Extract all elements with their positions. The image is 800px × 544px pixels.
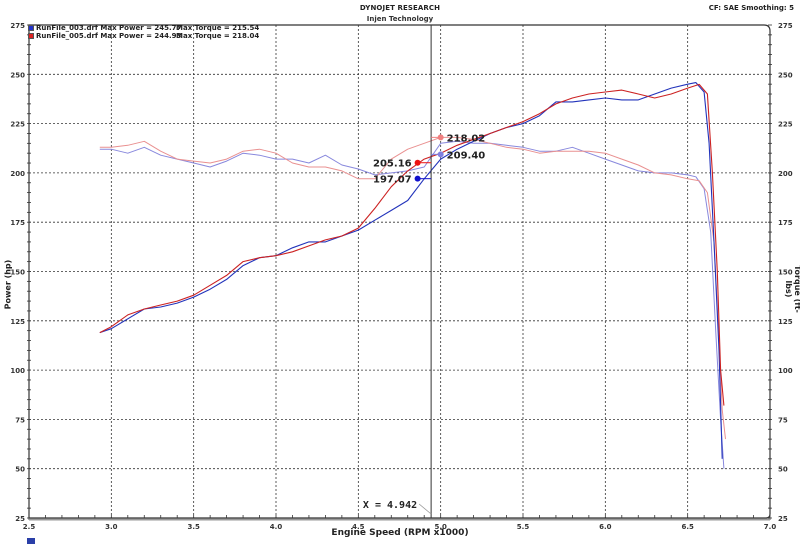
x-axis-title: Engine Speed (RPM x1000) (331, 528, 469, 538)
cursor-value-label: X = 4.942 (363, 500, 417, 511)
y-tick-label-left: 125 (10, 318, 25, 326)
correction-settings: CF: SAE Smoothing: 5 (708, 4, 794, 12)
legend-torque-label: Max Torque = 215.54 (176, 24, 260, 32)
x-tick-label: 7.0 (764, 523, 777, 531)
legend-torque-label: Max Torque = 218.04 (176, 32, 260, 40)
marker-value-label: 197.07 (373, 175, 412, 186)
x-tick-label: 5.0 (434, 523, 447, 531)
curve-runfile-003-drf-torque (99, 140, 725, 469)
y-tick-label-right: 150 (778, 269, 793, 277)
y-tick-label-right: 250 (778, 71, 793, 79)
y-tick-label-right: 25 (778, 515, 788, 523)
x-cursor[interactable]: X = 4.942 (363, 25, 432, 518)
plot-frame (28, 24, 771, 521)
legend-swatch-icon (28, 33, 34, 39)
marker-dot-icon (437, 151, 444, 158)
x-tick-label: 2.5 (23, 523, 36, 531)
y-tick-label-left: 75 (15, 416, 25, 424)
legend: RunFile_003.drf Max Power = 245.77 Max T… (28, 24, 259, 40)
x-tick-label: 6.5 (681, 523, 694, 531)
x-tick-label: 5.5 (517, 523, 530, 531)
marker-value-label: 218.02 (447, 133, 486, 144)
grid-lines (29, 25, 770, 518)
y-tick-label-right: 225 (778, 121, 793, 129)
marker-dot-icon (437, 134, 444, 141)
y-tick-label-right: 200 (778, 170, 793, 178)
y-tick-label-left: 225 (10, 121, 25, 129)
plot-border (28, 24, 771, 519)
y-tick-label-left: 175 (10, 219, 25, 227)
y-tick-label-right: 125 (778, 318, 793, 326)
legend-file-label: RunFile_003.drf Max Power = 245.77 (36, 24, 182, 32)
legend-file-label: RunFile_005.drf Max Power = 244.93 (36, 32, 182, 40)
marker-value-label: 209.40 (447, 150, 486, 161)
legend-item-run-005[interactable]: RunFile_005.drf Max Power = 244.93 Max T… (28, 32, 259, 40)
chart-title: DYNOJET RESEARCH (359, 4, 441, 12)
y-tick-label-right: 75 (778, 416, 788, 424)
y-tick-label-left: 200 (10, 170, 25, 178)
y-tick-label-right: 50 (778, 466, 788, 474)
y-tick-label-right: 175 (778, 219, 793, 227)
y-tick-label-left: 25 (15, 515, 25, 523)
x-tick-label: 4.0 (270, 523, 283, 531)
marker-dot-icon (414, 159, 421, 166)
curve-runfile-003-drf-power (99, 82, 723, 459)
marker-value-label: 205.16 (373, 159, 412, 170)
y-tick-label-left: 150 (10, 269, 25, 277)
cursor-leader (418, 503, 432, 515)
y-tick-label-left: 50 (15, 466, 25, 474)
legend-item-run-003[interactable]: RunFile_003.drf Max Power = 245.77 Max T… (28, 24, 259, 32)
footer-swatch-icon (27, 538, 35, 544)
marker-dot-icon (414, 175, 421, 182)
y-tick-label-left: 275 (10, 22, 25, 30)
y-tick-label-left: 250 (10, 71, 25, 79)
y-tick-label-left: 100 (10, 367, 25, 375)
y-axis-title-right: Torque (ft-lbs) (784, 265, 800, 313)
x-tick-label: 3.5 (187, 523, 200, 531)
value-markers: 218.02 209.40 205.16 197.07 (373, 133, 485, 185)
x-tick-label: 3.0 (105, 523, 118, 531)
y-axis-title-left: Power (hp) (3, 259, 13, 310)
chart-subtitle: Injen Technology (366, 15, 434, 23)
y-tick-label-right: 275 (778, 22, 793, 30)
x-tick-label: 4.5 (352, 523, 365, 531)
legend-swatch-icon (28, 25, 34, 31)
y-tick-label-right: 100 (778, 367, 793, 375)
x-tick-label: 6.0 (599, 523, 612, 531)
